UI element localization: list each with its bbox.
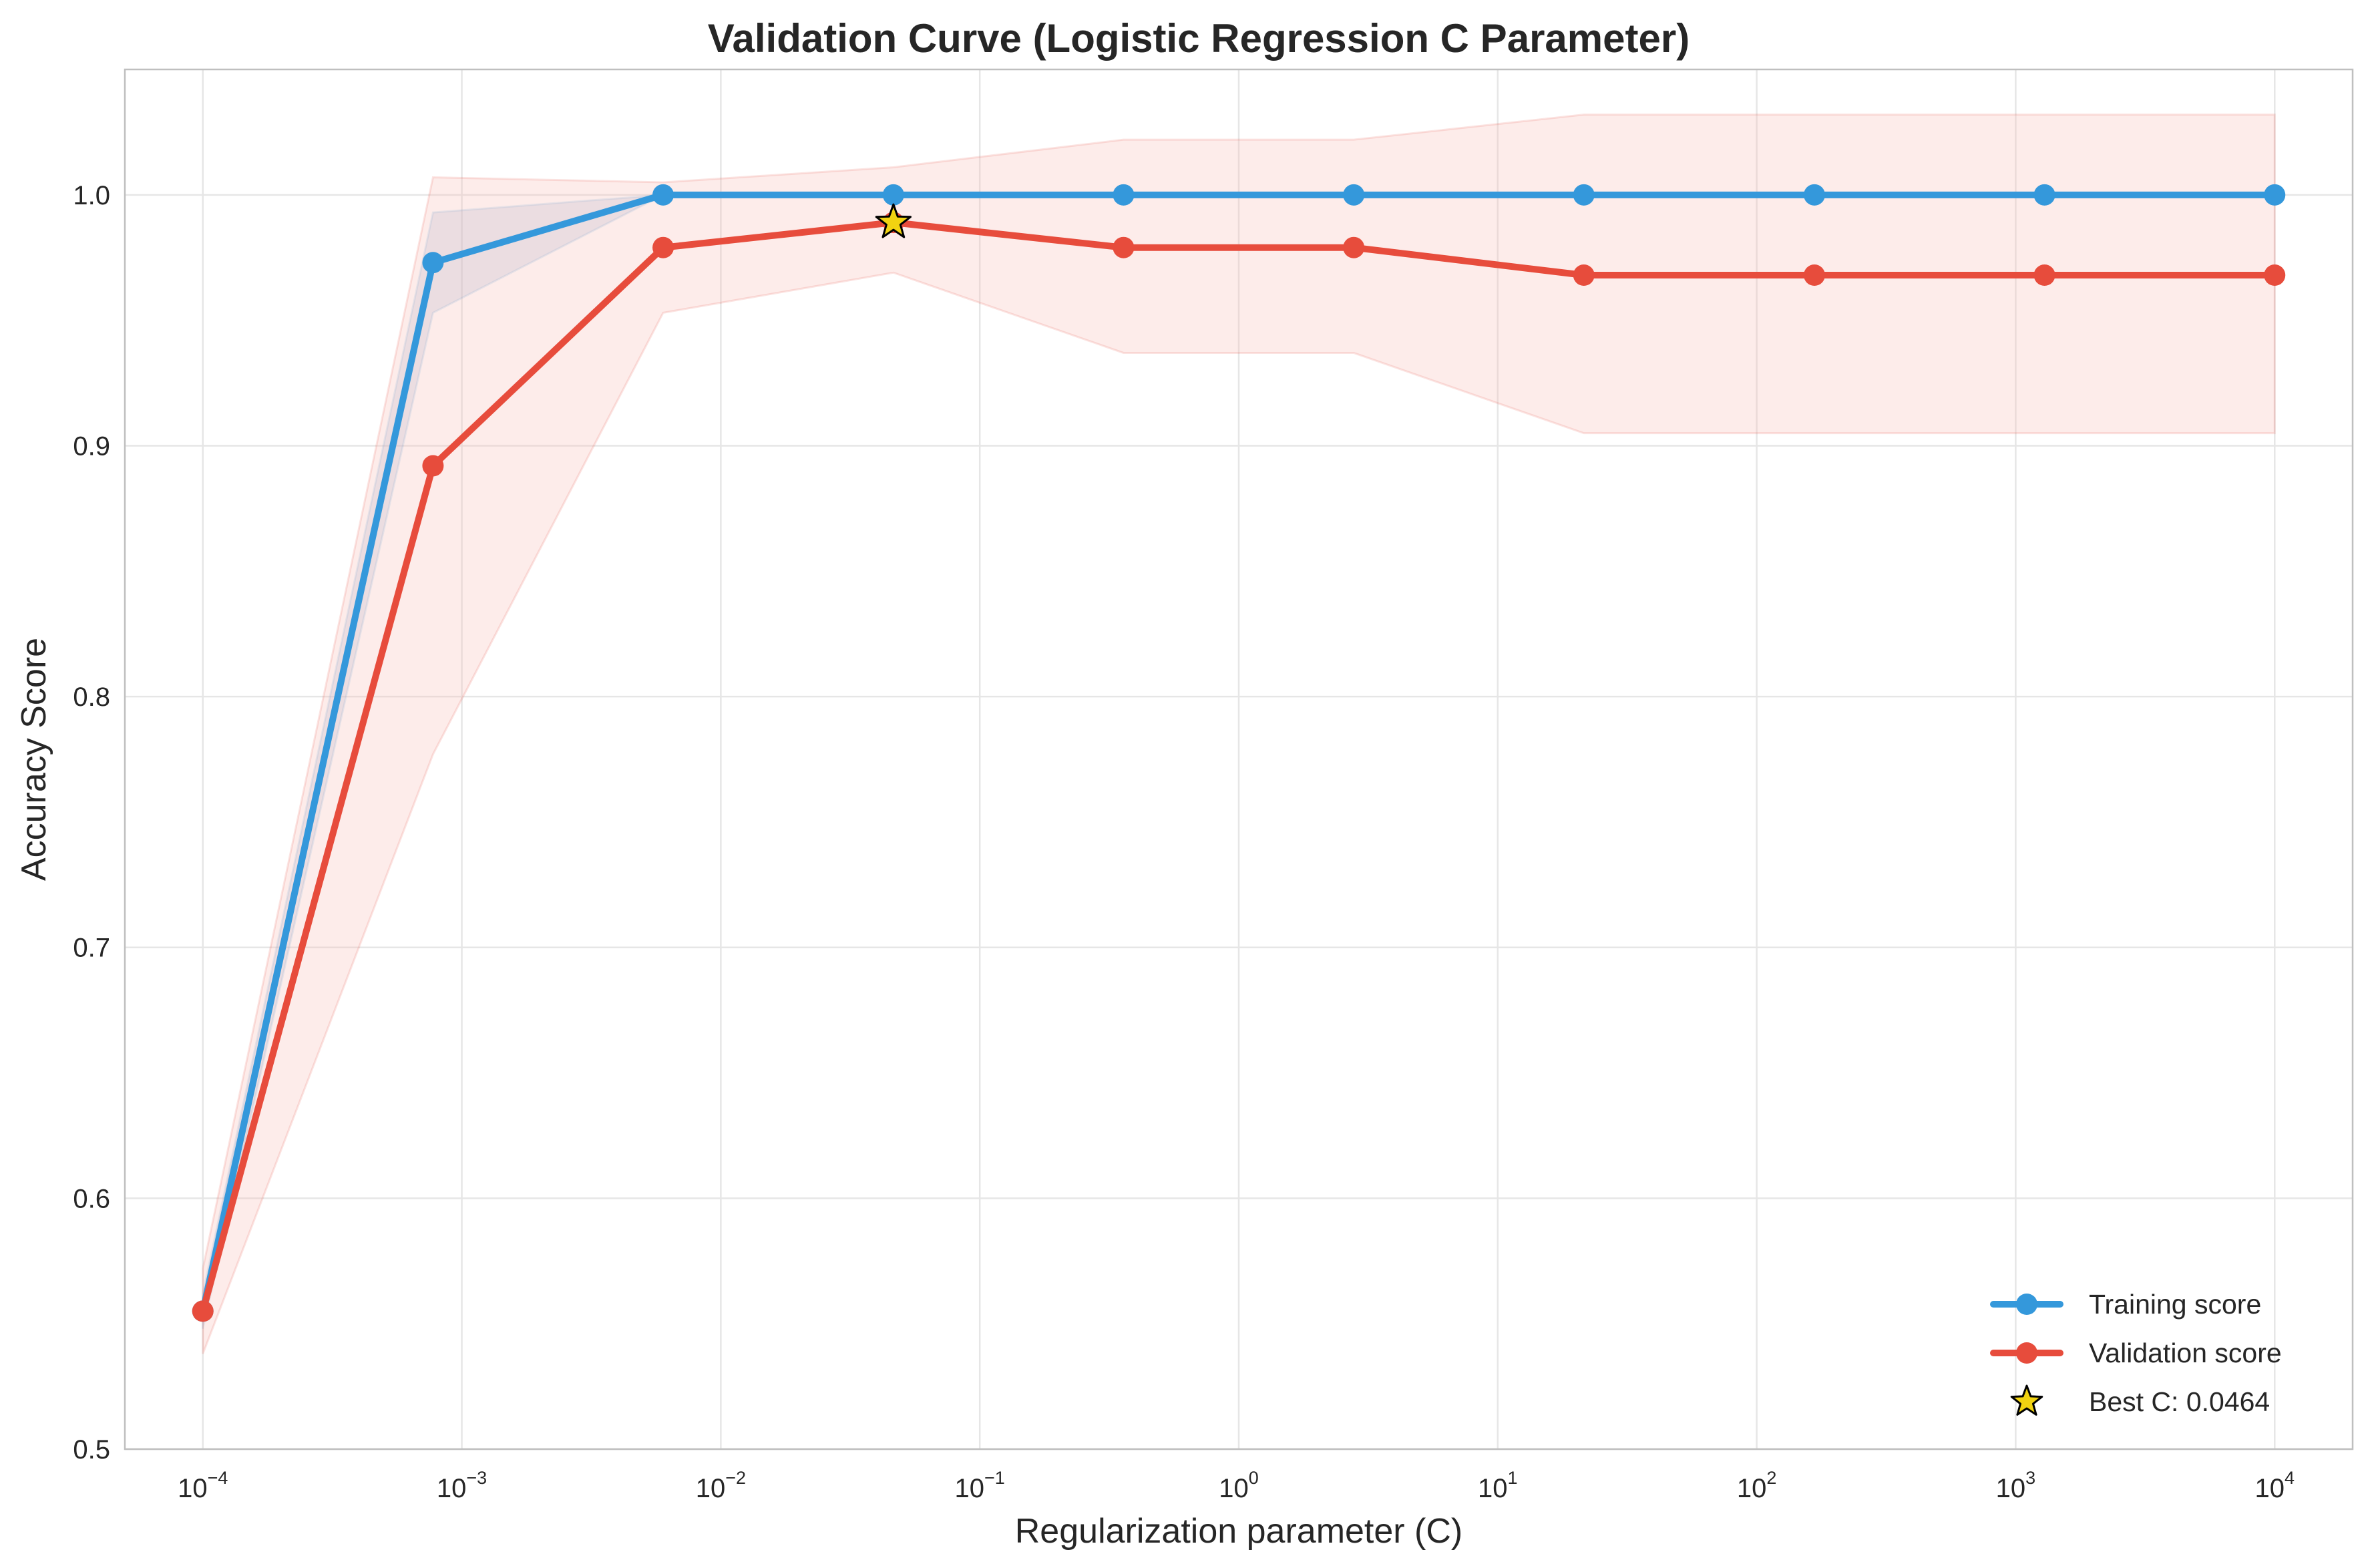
- y-axis-ticks: 0.5 0.6 0.7 0.8 0.9 1.0: [73, 181, 110, 1464]
- x-tick-exponent: −1: [984, 1468, 1005, 1488]
- y-axis-label: Accuracy Score: [15, 638, 53, 881]
- series-lines: [199, 191, 2279, 1315]
- data-point: [2033, 184, 2055, 206]
- data-point: [882, 184, 904, 206]
- best-point-marker: [875, 203, 912, 238]
- legend-label: Training score: [2089, 1289, 2261, 1320]
- data-point: [1573, 184, 1595, 206]
- data-point: [422, 252, 444, 274]
- x-tick-base: 10: [1737, 1474, 1767, 1503]
- x-tick-exponent: 0: [1249, 1468, 1259, 1488]
- x-tick-label: 100: [1219, 1468, 1259, 1503]
- x-tick-label: 10−1: [955, 1468, 1005, 1503]
- x-axis-ticks: 10−4 10−3 10−2 10−1 100 101 102 103 104: [178, 1468, 2295, 1503]
- data-point: [2264, 184, 2286, 206]
- y-tick-label: 0.7: [73, 934, 110, 963]
- data-point: [1113, 184, 1135, 206]
- y-tick-label: 0.8: [73, 682, 110, 712]
- legend-star-icon: [2010, 1384, 2043, 1416]
- x-tick-exponent: −2: [725, 1468, 746, 1488]
- x-tick-label: 10−3: [437, 1468, 487, 1503]
- plot-frame: [124, 68, 2354, 1450]
- x-tick-base: 10: [696, 1474, 726, 1503]
- x-tick-base: 10: [178, 1474, 208, 1503]
- x-tick-base: 10: [437, 1474, 467, 1503]
- x-tick-label: 10−4: [178, 1468, 228, 1503]
- x-tick-base: 10: [1478, 1474, 1508, 1503]
- series-band: [202, 114, 2276, 1354]
- x-tick-label: 102: [1737, 1468, 1777, 1503]
- x-tick-label: 101: [1478, 1468, 1518, 1503]
- chart-title: Validation Curve (Logistic Regression C …: [708, 16, 1690, 61]
- best-point-star: [875, 203, 912, 238]
- data-point: [652, 236, 674, 258]
- y-tick-label: 0.6: [73, 1184, 110, 1213]
- x-tick-exponent: 1: [1508, 1468, 1518, 1488]
- x-tick-exponent: 4: [2285, 1468, 2295, 1488]
- series-line: [199, 219, 2279, 1315]
- legend: Training score Validation score Best C: 0.…: [1990, 1289, 2282, 1417]
- data-point: [1573, 264, 1595, 286]
- y-tick-label: 0.5: [73, 1435, 110, 1464]
- data-point: [2264, 264, 2286, 286]
- x-tick-label: 10−2: [696, 1468, 746, 1503]
- x-tick-exponent: −3: [466, 1468, 487, 1488]
- x-tick-base: 10: [1996, 1474, 2026, 1503]
- data-point: [1804, 264, 1826, 286]
- x-tick-label: 103: [1996, 1468, 2036, 1503]
- legend-marker: [2016, 1294, 2037, 1315]
- series-line: [199, 191, 2279, 1315]
- data-point: [1113, 236, 1135, 258]
- x-tick-exponent: 2: [1766, 1468, 1776, 1488]
- y-tick-label: 1.0: [73, 181, 110, 210]
- x-tick-exponent: −4: [208, 1468, 228, 1488]
- legend-label: Validation score: [2089, 1338, 2282, 1368]
- data-point: [422, 455, 444, 477]
- legend-marker: [2016, 1342, 2037, 1364]
- y-tick-label: 0.9: [73, 431, 110, 461]
- x-tick-base: 10: [2254, 1474, 2285, 1503]
- data-point: [652, 184, 674, 206]
- x-tick-base: 10: [1219, 1474, 1249, 1503]
- data-point: [1343, 236, 1365, 258]
- x-tick-exponent: 3: [2025, 1468, 2035, 1488]
- x-tick-label: 104: [2254, 1468, 2295, 1503]
- legend-label: Best C: 0.0464: [2089, 1386, 2270, 1417]
- data-point: [1343, 184, 1365, 206]
- x-tick-base: 10: [955, 1474, 985, 1503]
- data-point: [1804, 184, 1826, 206]
- data-point: [2033, 264, 2055, 286]
- x-axis-label: Regularization parameter (C): [1015, 1512, 1463, 1551]
- data-point: [192, 1300, 214, 1322]
